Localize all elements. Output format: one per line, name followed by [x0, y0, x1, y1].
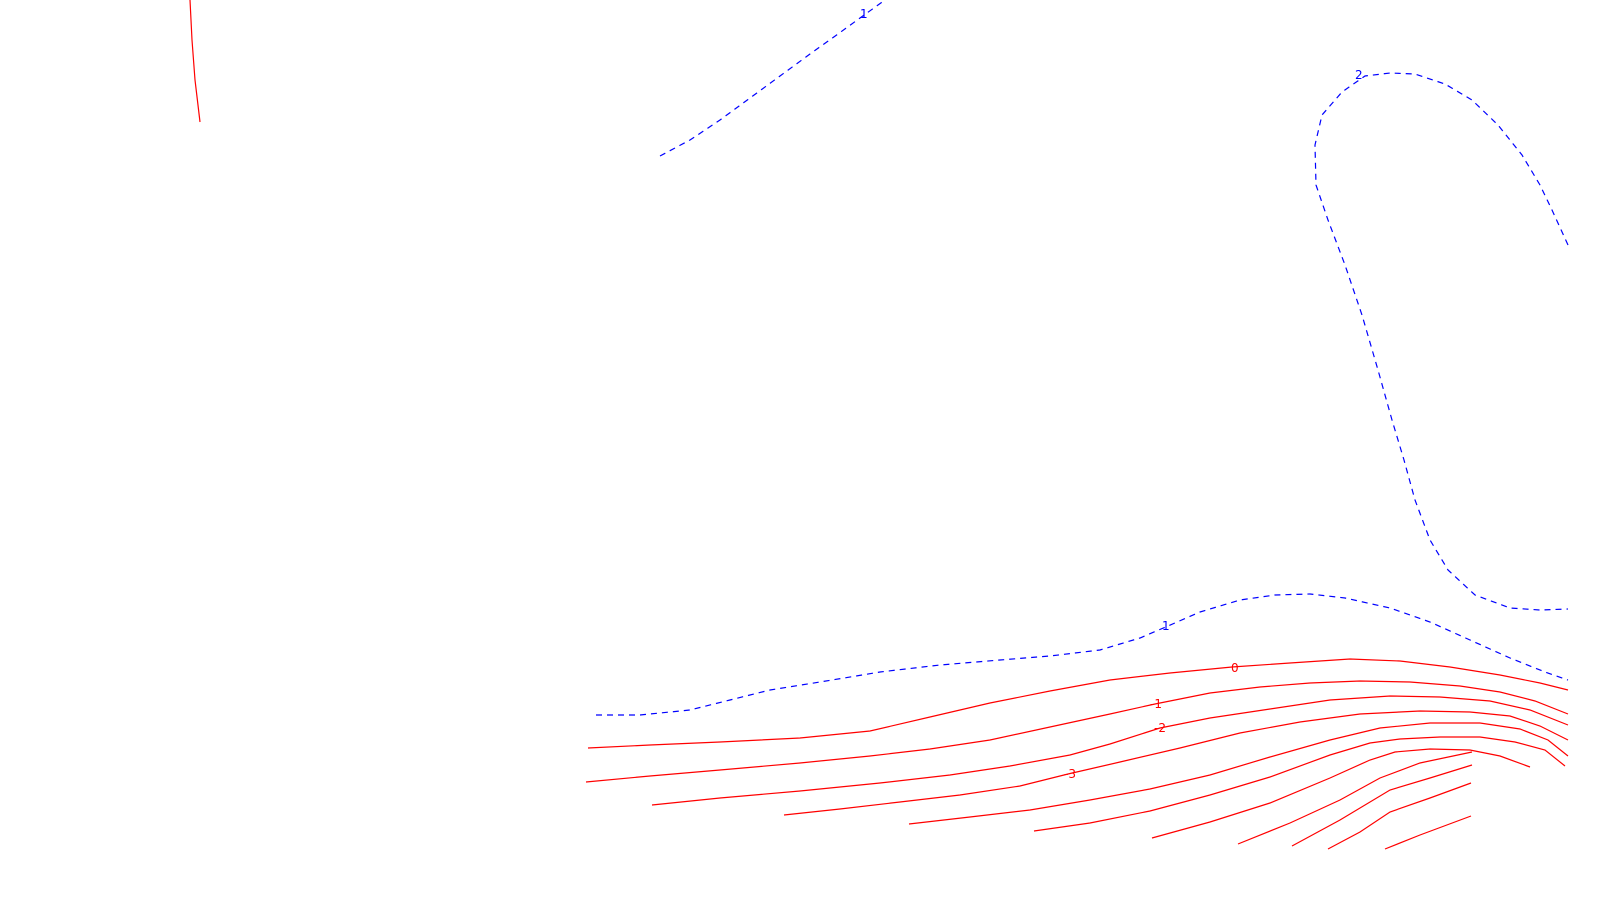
- contour-line-minus-2: [651, 695, 1569, 806]
- contour-line-minus-5: [1033, 736, 1566, 832]
- contour-label-minus-2: -2: [1154, 721, 1166, 735]
- contour-label-middle: 1: [1162, 619, 1170, 633]
- contour-line-minus-10: [1384, 815, 1472, 850]
- contour-line-blue-loop: [1314, 72, 1569, 611]
- contour-line-minus-3: [783, 710, 1569, 816]
- contour-line-minus-6: [1151, 748, 1531, 839]
- contour-line-zero: [587, 658, 1569, 749]
- contour-line-minus-9: [1327, 782, 1472, 850]
- contour-line-minus-7: [1237, 751, 1473, 845]
- contour-line-red-left: [189, 0, 201, 123]
- contour-label-loop: 2: [1355, 68, 1363, 82]
- contour-line-minus-8: [1291, 764, 1473, 847]
- contour-label-top: 1: [860, 7, 868, 21]
- contour-line-minus-4: [908, 722, 1569, 825]
- contour-line-blue-top: [659, 0, 886, 157]
- contour-line-minus-1: [585, 680, 1569, 783]
- contour-label-minus-1: -1: [1150, 697, 1162, 711]
- contour-label-minus-3: -3: [1064, 767, 1076, 781]
- contour-label-zero: 0: [1231, 661, 1239, 675]
- contour-line-blue-middle: [596, 593, 1569, 716]
